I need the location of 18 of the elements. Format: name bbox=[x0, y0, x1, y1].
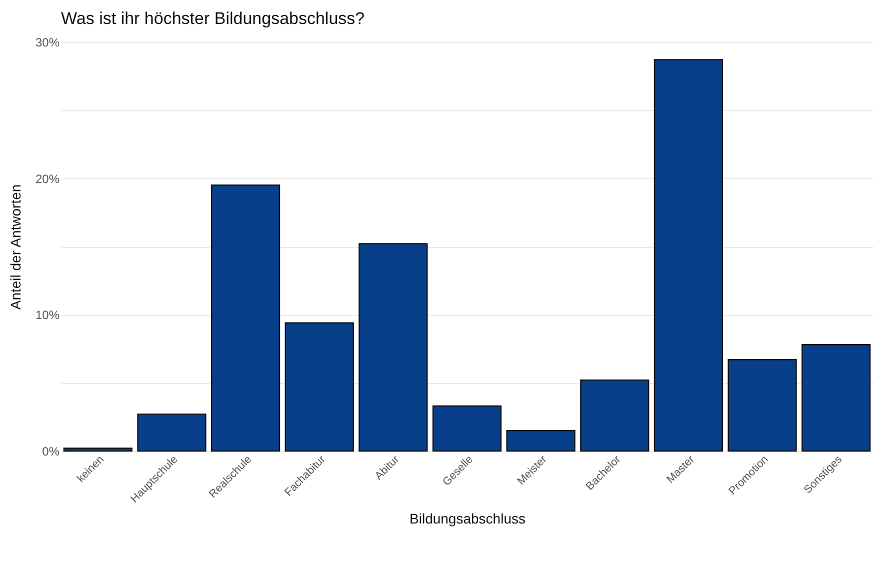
bar bbox=[210, 184, 280, 452]
y-tick-label: 10% bbox=[35, 308, 60, 322]
chart-title: Was ist ihr höchster Bildungsabschluss? bbox=[61, 9, 365, 28]
y-tick-label: 20% bbox=[35, 172, 60, 186]
bar bbox=[580, 380, 650, 452]
bar bbox=[506, 430, 576, 452]
bar bbox=[284, 322, 354, 452]
y-axis-title: Anteil der Antworten bbox=[7, 184, 24, 310]
bar bbox=[358, 243, 428, 452]
x-axis-title: Bildungsabschluss bbox=[410, 510, 526, 527]
bar bbox=[432, 405, 502, 452]
bar bbox=[63, 448, 132, 452]
bar bbox=[728, 359, 797, 452]
y-tick-label: 30% bbox=[35, 36, 60, 50]
bar bbox=[654, 59, 724, 452]
y-tick-label: 0% bbox=[42, 444, 60, 458]
bar bbox=[802, 344, 871, 452]
bar bbox=[137, 414, 206, 452]
